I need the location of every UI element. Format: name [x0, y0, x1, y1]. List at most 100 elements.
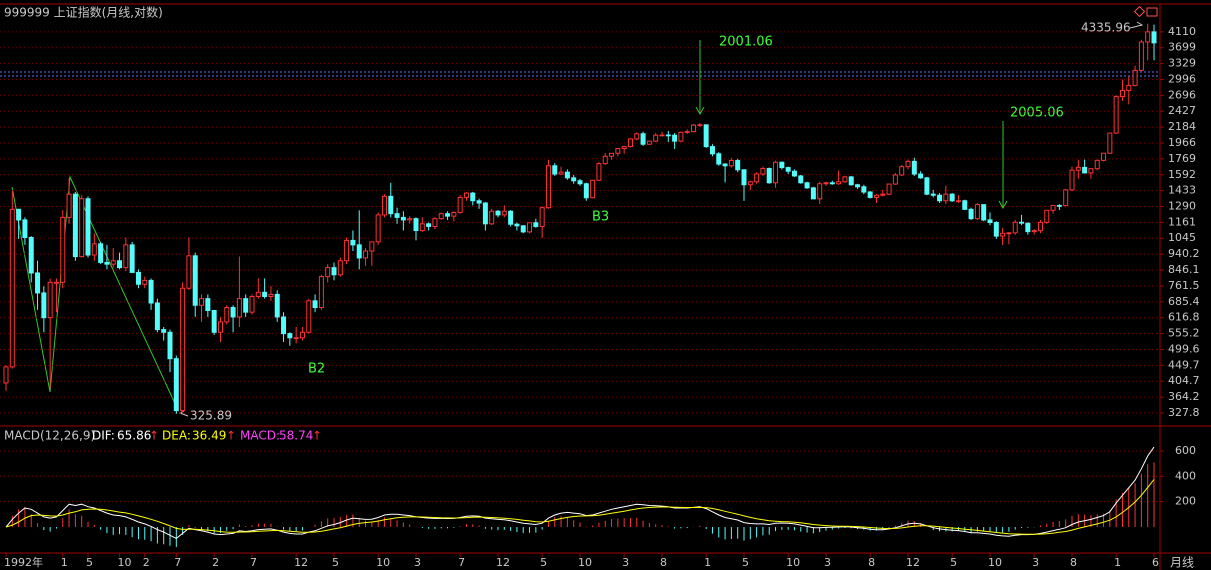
- y-tick-label: 846.1: [1168, 263, 1200, 276]
- candle-body: [262, 291, 268, 298]
- candle-body: [1126, 84, 1132, 91]
- candle-body: [66, 193, 72, 218]
- candles: [3, 23, 1157, 414]
- candle-body: [1119, 89, 1125, 98]
- candle-body: [804, 182, 810, 189]
- candle-body: [381, 195, 387, 216]
- candle-body: [337, 260, 343, 276]
- candle-body: [22, 219, 28, 239]
- candle-body: [1031, 230, 1037, 233]
- y-tick-label: 200: [1175, 495, 1196, 508]
- candle-body: [463, 192, 469, 198]
- candle-body: [47, 281, 53, 319]
- macd-value: 58.74: [279, 429, 313, 443]
- candle-body: [1082, 166, 1088, 174]
- candle-body: [1044, 209, 1050, 223]
- y-tick-label: 555.2: [1168, 327, 1200, 340]
- candle-body: [457, 196, 463, 213]
- candle-body: [35, 272, 41, 294]
- candle-body: [268, 293, 274, 298]
- y-tick-label: 1433: [1168, 184, 1196, 197]
- y-tick-label: 327.8: [1168, 406, 1200, 419]
- candle-body: [590, 179, 596, 199]
- candle-body: [785, 167, 791, 172]
- candle-body: [281, 316, 287, 335]
- candle-body: [886, 183, 892, 195]
- candle-body: [16, 208, 22, 221]
- candle-body: [60, 216, 66, 283]
- candle-body: [1075, 166, 1081, 171]
- candle-body: [627, 138, 633, 148]
- candle-body: [388, 195, 394, 215]
- high-arrow: [1129, 21, 1144, 29]
- candle-body: [829, 182, 835, 185]
- candle-body: [1113, 96, 1119, 134]
- x-tick-label: 2: [143, 556, 150, 569]
- candle-body: [621, 146, 627, 150]
- candle-body: [880, 193, 886, 196]
- x-tick-label: 7: [458, 556, 465, 569]
- candle-body: [72, 193, 78, 258]
- candle-body: [186, 255, 192, 289]
- candle-body: [798, 175, 804, 184]
- candle-body: [836, 181, 842, 185]
- candle-body: [823, 182, 829, 185]
- chart-title: 999999 上证指数(月线,对数): [4, 5, 163, 20]
- candle-body: [981, 204, 987, 221]
- candle-body: [968, 208, 974, 220]
- trend-arrow: ↑: [149, 429, 159, 443]
- period-label: 月线: [1170, 556, 1194, 570]
- candle-body: [1006, 232, 1012, 235]
- candle-body: [135, 271, 141, 285]
- candle-body: [1012, 221, 1018, 234]
- candle-body: [356, 244, 362, 259]
- candle-body: [173, 358, 179, 412]
- candle-body: [596, 163, 602, 181]
- x-tick-label: 12: [496, 556, 510, 569]
- y-tick-label: 940.2: [1168, 247, 1200, 260]
- low-label: 325.89: [190, 409, 232, 423]
- candle-body: [899, 166, 905, 176]
- candle-body: [937, 194, 943, 202]
- candle-body: [848, 176, 854, 186]
- candle-body: [205, 298, 211, 312]
- candle-body: [861, 186, 867, 193]
- candle-body: [432, 218, 438, 227]
- x-tick-label: 3: [824, 556, 831, 569]
- candle-body: [602, 155, 608, 165]
- candle-body: [91, 243, 97, 256]
- candle-body: [350, 239, 356, 246]
- candle-body: [1050, 204, 1056, 211]
- candle-body: [117, 260, 123, 269]
- candle-body: [224, 307, 230, 323]
- x-tick-label: 10: [988, 556, 1002, 569]
- candle-body: [394, 213, 400, 218]
- candle-body: [905, 160, 911, 168]
- candle-body: [571, 177, 577, 182]
- x-tick-label: 6: [1152, 556, 1159, 569]
- candle-body: [192, 255, 198, 306]
- candle-body: [236, 298, 242, 318]
- icon: [1133, 5, 1146, 18]
- candle-body: [217, 321, 223, 333]
- y-tick-label: 685.4: [1168, 295, 1200, 308]
- candle-body: [482, 202, 488, 225]
- candle-body: [508, 210, 514, 225]
- macd-line: [5, 479, 1155, 535]
- candle-body: [451, 211, 457, 217]
- candle-body: [558, 171, 564, 175]
- candle-body: [703, 124, 709, 148]
- candle-body: [1063, 189, 1069, 207]
- x-tick-label: 3: [622, 556, 629, 569]
- candle-body: [53, 281, 59, 284]
- candle-body: [779, 161, 785, 169]
- y-tick-label: 1769: [1168, 152, 1196, 165]
- x-tick-label: 12: [906, 556, 920, 569]
- candle-body: [665, 134, 671, 137]
- dif-label: DIF:: [92, 429, 115, 443]
- candle-body: [691, 124, 697, 133]
- candle-body: [646, 140, 652, 145]
- candle-body: [583, 183, 589, 199]
- y-tick-label: 2696: [1168, 88, 1196, 101]
